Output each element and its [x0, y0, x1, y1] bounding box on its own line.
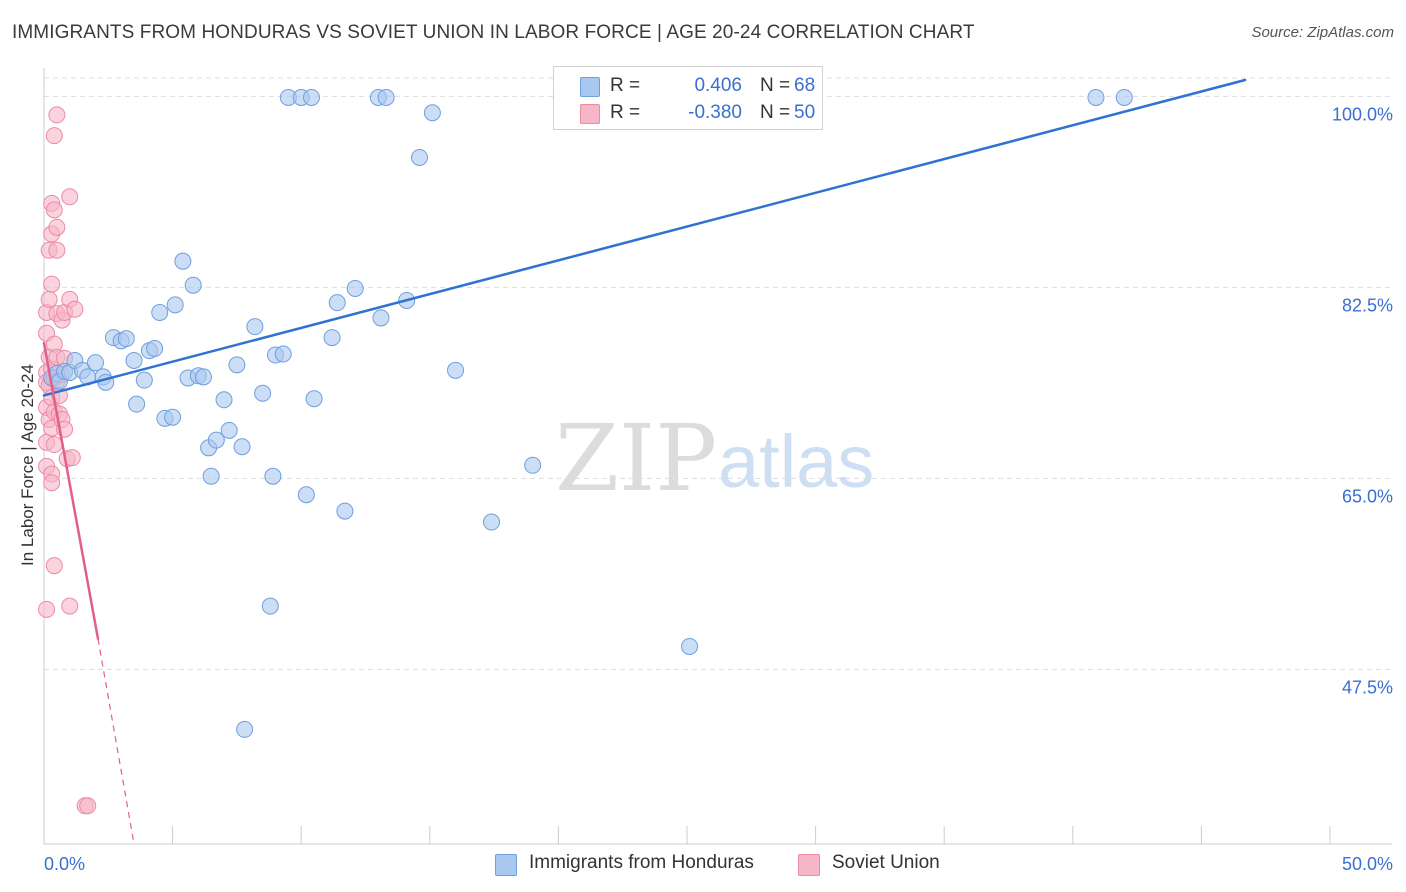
data-point-soviet: [45, 557, 63, 575]
n-value: 50: [794, 102, 816, 123]
trend-line-honduras: [42, 78, 1247, 397]
legend-swatch-blue: [495, 854, 517, 876]
data-point-honduras: [125, 351, 143, 369]
data-point-honduras: [447, 361, 465, 379]
r-value: 0.406: [694, 75, 742, 96]
source-credit: Source: ZipAtlas.com: [1251, 24, 1394, 41]
data-point-honduras: [254, 384, 272, 402]
data-point-honduras: [128, 395, 146, 413]
data-point-honduras: [411, 148, 429, 166]
data-point-soviet: [43, 474, 61, 492]
x-tick-label: 50.0%: [1342, 854, 1393, 874]
data-point-honduras: [524, 456, 542, 474]
data-point-honduras: [220, 421, 238, 439]
chart-title: IMMIGRANTS FROM HONDURAS VS SOVIET UNION…: [12, 22, 975, 43]
grid-layer: [44, 77, 1392, 670]
data-point-honduras: [305, 390, 323, 408]
watermark: ZIP atlas: [555, 405, 874, 512]
data-point-soviet: [45, 201, 63, 219]
n-value: 68: [794, 75, 816, 96]
data-point-honduras: [297, 486, 315, 504]
data-point-honduras: [146, 339, 164, 357]
data-point-soviet: [61, 597, 79, 615]
data-point-soviet: [40, 290, 58, 308]
data-point-honduras: [681, 637, 699, 655]
data-point-honduras: [346, 279, 364, 297]
n-label: N =: [760, 102, 791, 123]
data-point-soviet: [45, 436, 63, 454]
data-point-soviet: [66, 300, 84, 318]
x-tick-label: 0.0%: [44, 854, 85, 874]
data-point-honduras: [1115, 88, 1133, 106]
data-point-honduras: [166, 296, 184, 314]
y-tick-label: 47.5%: [1342, 677, 1393, 697]
data-point-honduras: [236, 720, 254, 738]
data-point-honduras: [274, 345, 292, 363]
data-point-soviet: [79, 797, 97, 815]
stats-legend: R = 0.406 N = 68 R = -0.380 N = 50: [553, 66, 823, 130]
trend-layer: [42, 78, 1247, 845]
data-point-soviet: [48, 218, 66, 236]
data-point-honduras: [215, 391, 233, 409]
data-point-honduras: [207, 431, 225, 449]
data-point-honduras: [117, 330, 135, 348]
data-point-soviet: [61, 188, 79, 206]
data-point-honduras: [202, 467, 220, 485]
legend-swatch-pink: [580, 104, 600, 124]
legend-swatch-blue: [580, 77, 600, 97]
data-point-honduras: [1087, 88, 1105, 106]
axis-layer: [43, 68, 1392, 845]
r-label: R =: [610, 75, 641, 96]
r-label: R =: [610, 102, 641, 123]
data-point-honduras: [233, 438, 251, 456]
y-tick-label: 82.5%: [1342, 295, 1393, 315]
data-point-soviet: [38, 600, 56, 618]
data-point-honduras: [261, 597, 279, 615]
legend-swatch-pink: [798, 854, 820, 876]
data-point-soviet: [43, 275, 61, 293]
data-point-honduras: [323, 329, 341, 347]
data-point-honduras: [86, 354, 104, 372]
trend-line-soviet: [42, 341, 100, 641]
data-point-honduras: [174, 252, 192, 270]
data-point-soviet: [48, 241, 66, 259]
y-tick-label: 65.0%: [1342, 486, 1393, 506]
data-point-soviet: [45, 127, 63, 145]
data-point-honduras: [302, 88, 320, 106]
legend-label: Immigrants from Honduras: [529, 852, 754, 873]
data-point-soviet: [48, 106, 66, 124]
data-point-honduras: [483, 513, 501, 531]
watermark-atlas: atlas: [718, 420, 874, 503]
trend-line-extension-soviet: [97, 638, 135, 845]
data-point-honduras: [164, 408, 182, 426]
watermark-zip: ZIP: [555, 405, 717, 512]
data-point-honduras: [151, 303, 169, 321]
data-point-honduras: [184, 276, 202, 294]
data-point-honduras: [328, 294, 346, 312]
data-point-honduras: [135, 371, 153, 389]
y-tick-label: 100.0%: [1332, 104, 1393, 124]
data-point-honduras: [423, 104, 441, 122]
r-value: -0.380: [688, 102, 742, 123]
data-point-honduras: [264, 467, 282, 485]
data-point-honduras: [246, 318, 264, 336]
data-point-honduras: [228, 356, 246, 374]
data-point-honduras: [372, 309, 390, 327]
tick-labels: 47.5% 65.0% 82.5% 100.0% 0.0% 50.0%: [44, 104, 1393, 874]
data-point-honduras: [194, 368, 212, 386]
data-point-honduras: [336, 502, 354, 520]
data-point-honduras: [377, 88, 395, 106]
n-label: N =: [760, 75, 791, 96]
legend-label: Soviet Union: [832, 852, 940, 873]
